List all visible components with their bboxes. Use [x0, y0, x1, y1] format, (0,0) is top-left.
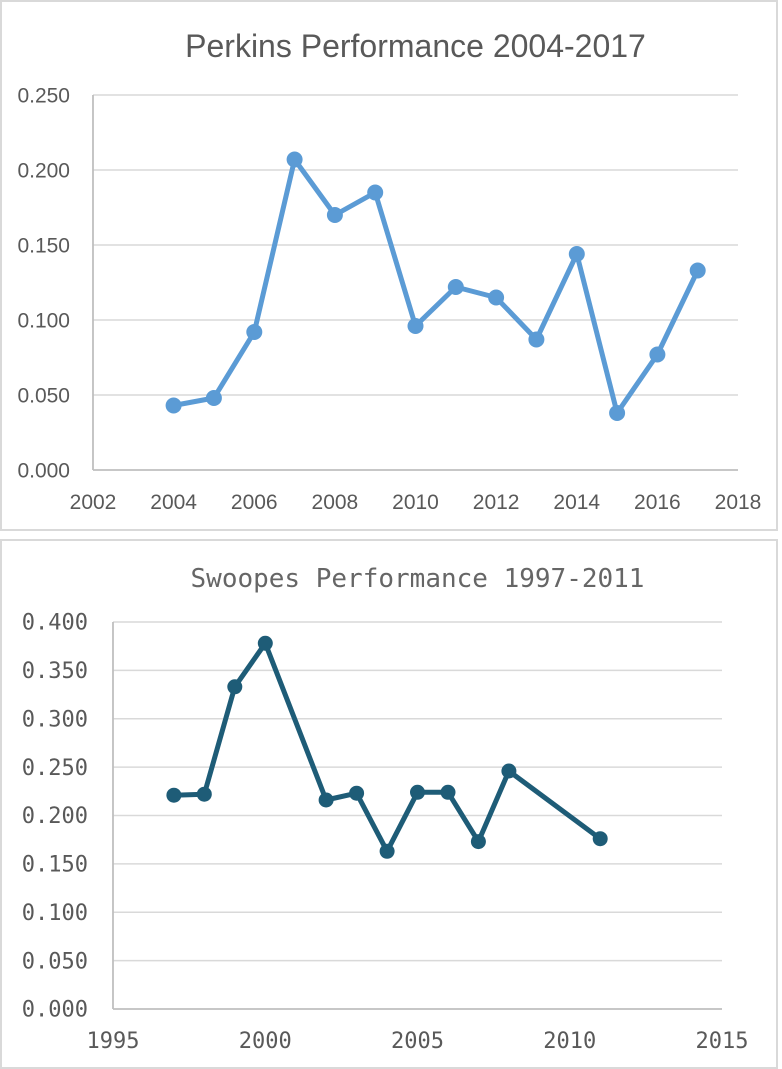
data-point: [440, 784, 456, 800]
x-tick-label: 2018: [715, 491, 762, 514]
y-tick-label: 0.200: [22, 804, 88, 829]
series-line: [171, 640, 603, 854]
x-tick-label: 2012: [473, 491, 520, 514]
y-tick-label: 0.250: [17, 84, 70, 107]
data-point: [367, 184, 384, 201]
y-tick-label: 0.000: [22, 998, 88, 1023]
y-tick-label: 0.100: [22, 901, 88, 926]
y-tick-label: 0.000: [17, 459, 70, 482]
data-point: [257, 635, 273, 651]
x-tick-label: 2005: [391, 1029, 444, 1054]
data-point: [349, 785, 365, 801]
data-point: [649, 346, 666, 363]
y-tick-label: 0.200: [17, 159, 70, 182]
x-tick-label: 2014: [553, 491, 600, 514]
y-tick-label: 0.400: [22, 611, 88, 636]
data-point: [568, 246, 585, 262]
y-tick-label: 0.350: [22, 659, 88, 684]
data-point: [326, 207, 343, 223]
chart-panel-swoopes: Swoopes Performance 1997-2011 0.000 0.050…: [0, 539, 778, 1069]
data-point: [501, 763, 517, 779]
y-tick-label: 0.150: [17, 234, 70, 257]
data-point: [227, 679, 243, 695]
x-tick-label: 2008: [312, 491, 359, 514]
data-point: [592, 831, 608, 847]
data-point: [407, 318, 424, 334]
x-tick-label: 2016: [634, 491, 681, 514]
x-tick-label: 1995: [87, 1029, 140, 1054]
data-point: [205, 390, 222, 406]
perkins-chart-title: Perkins Performance 2004-2017: [185, 28, 646, 64]
y-tick-label: 0.150: [22, 853, 88, 878]
data-point: [318, 792, 334, 808]
swoopes-chart-title: Swoopes Performance 1997-2011: [190, 564, 645, 594]
x-tick-label: 2010: [543, 1029, 596, 1054]
x-tick-label: 2004: [150, 491, 197, 514]
x-tick-label: 2006: [231, 491, 278, 514]
data-point: [447, 279, 464, 295]
data-point: [196, 786, 212, 802]
swoopes-chart-canvas: 0.000 0.050 0.100 0.150 0.200 0.250 0.300 0.350…: [22, 611, 749, 1054]
x-tick-label: 2000: [239, 1029, 292, 1054]
x-tick-label: 2002: [70, 491, 117, 514]
y-tick-label: 0.050: [22, 949, 88, 974]
series-line: [171, 157, 701, 416]
data-point: [528, 331, 545, 348]
chart-panel-perkins: Perkins Performance 2004-2017 0.000 0.050…: [0, 0, 778, 531]
x-tick-label: 2010: [392, 491, 439, 514]
data-point: [379, 843, 395, 859]
data-point: [286, 151, 303, 168]
data-point: [246, 324, 263, 340]
y-tick-label: 0.050: [17, 384, 70, 407]
x-tick-label: 2015: [696, 1029, 749, 1054]
data-point: [410, 784, 425, 800]
y-tick-label: 0.300: [22, 707, 88, 732]
y-tick-label: 0.100: [17, 309, 70, 332]
data-point: [470, 834, 486, 850]
y-tick-label: 0.250: [22, 756, 88, 781]
data-point: [488, 289, 505, 306]
data-point: [166, 787, 182, 803]
perkins-chart-canvas: 0.000 0.050 0.100 0.150 0.200 0.250 2002 2004 20…: [17, 84, 762, 514]
data-point: [689, 262, 706, 279]
data-point: [609, 405, 626, 421]
data-point: [165, 397, 182, 414]
